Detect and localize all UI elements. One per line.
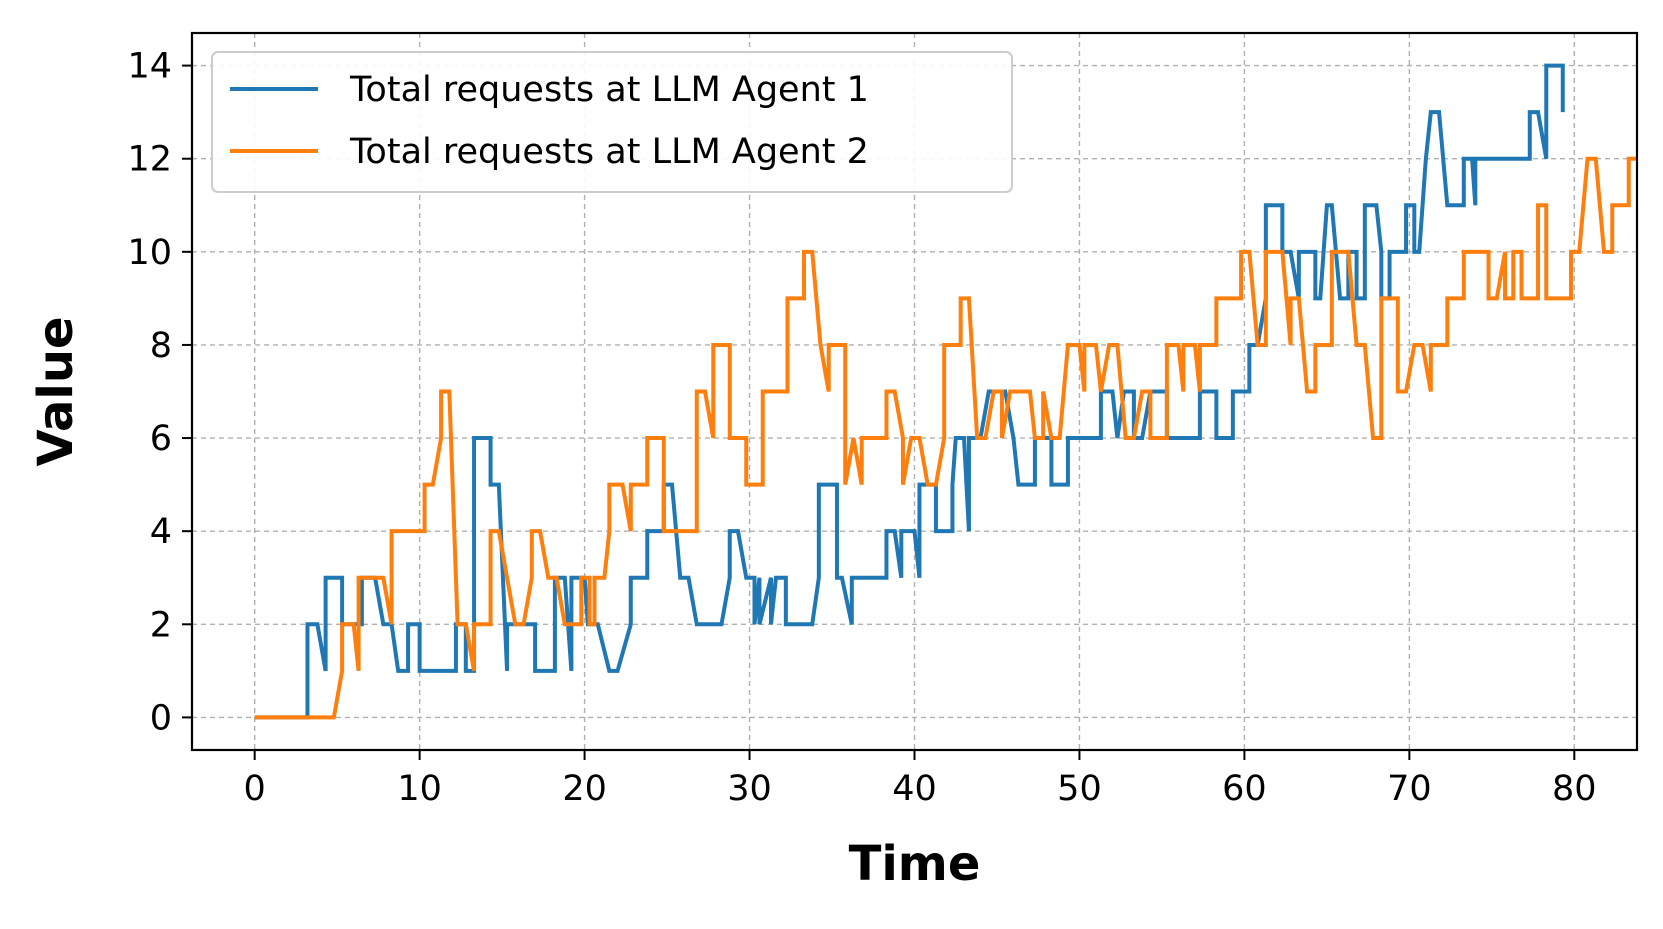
y-tick-label: 10 (127, 233, 172, 273)
x-tick-label: 80 (1552, 769, 1597, 809)
legend-label-agent-2: Total requests at LLM Agent 2 (349, 132, 869, 172)
x-tick-label: 50 (1057, 769, 1102, 809)
x-tick-label: 60 (1222, 769, 1267, 809)
legend-label-agent-1: Total requests at LLM Agent 1 (349, 70, 869, 110)
x-tick-label: 20 (562, 769, 607, 809)
y-tick-label: 0 (150, 698, 172, 738)
y-tick-label: 2 (150, 605, 172, 645)
tick-layer: 0 10 20 30 40 50 60 70 80 0 2 4 6 8 10 12 14 (127, 47, 1596, 809)
y-tick-label: 14 (127, 47, 172, 87)
x-tick-label: 40 (892, 769, 937, 809)
y-axis-label: Value (28, 316, 84, 466)
legend: Total requests at LLM Agent 1 Total requ… (211, 51, 1013, 193)
x-tick-label: 10 (397, 769, 442, 809)
y-tick-label: 6 (150, 419, 172, 459)
x-tick-label: 70 (1387, 769, 1432, 809)
legend-box (211, 51, 1013, 193)
series-line-agent-2 (254, 156, 1637, 720)
series-line-agent-1 (254, 63, 1565, 720)
x-axis-label: Time (849, 836, 981, 892)
x-tick-label: 30 (727, 769, 772, 809)
series-layer (254, 63, 1637, 720)
x-tick-label: 0 (244, 769, 266, 809)
y-tick-label: 12 (127, 140, 172, 180)
y-tick-label: 4 (150, 512, 172, 552)
y-tick-label: 8 (150, 326, 172, 366)
